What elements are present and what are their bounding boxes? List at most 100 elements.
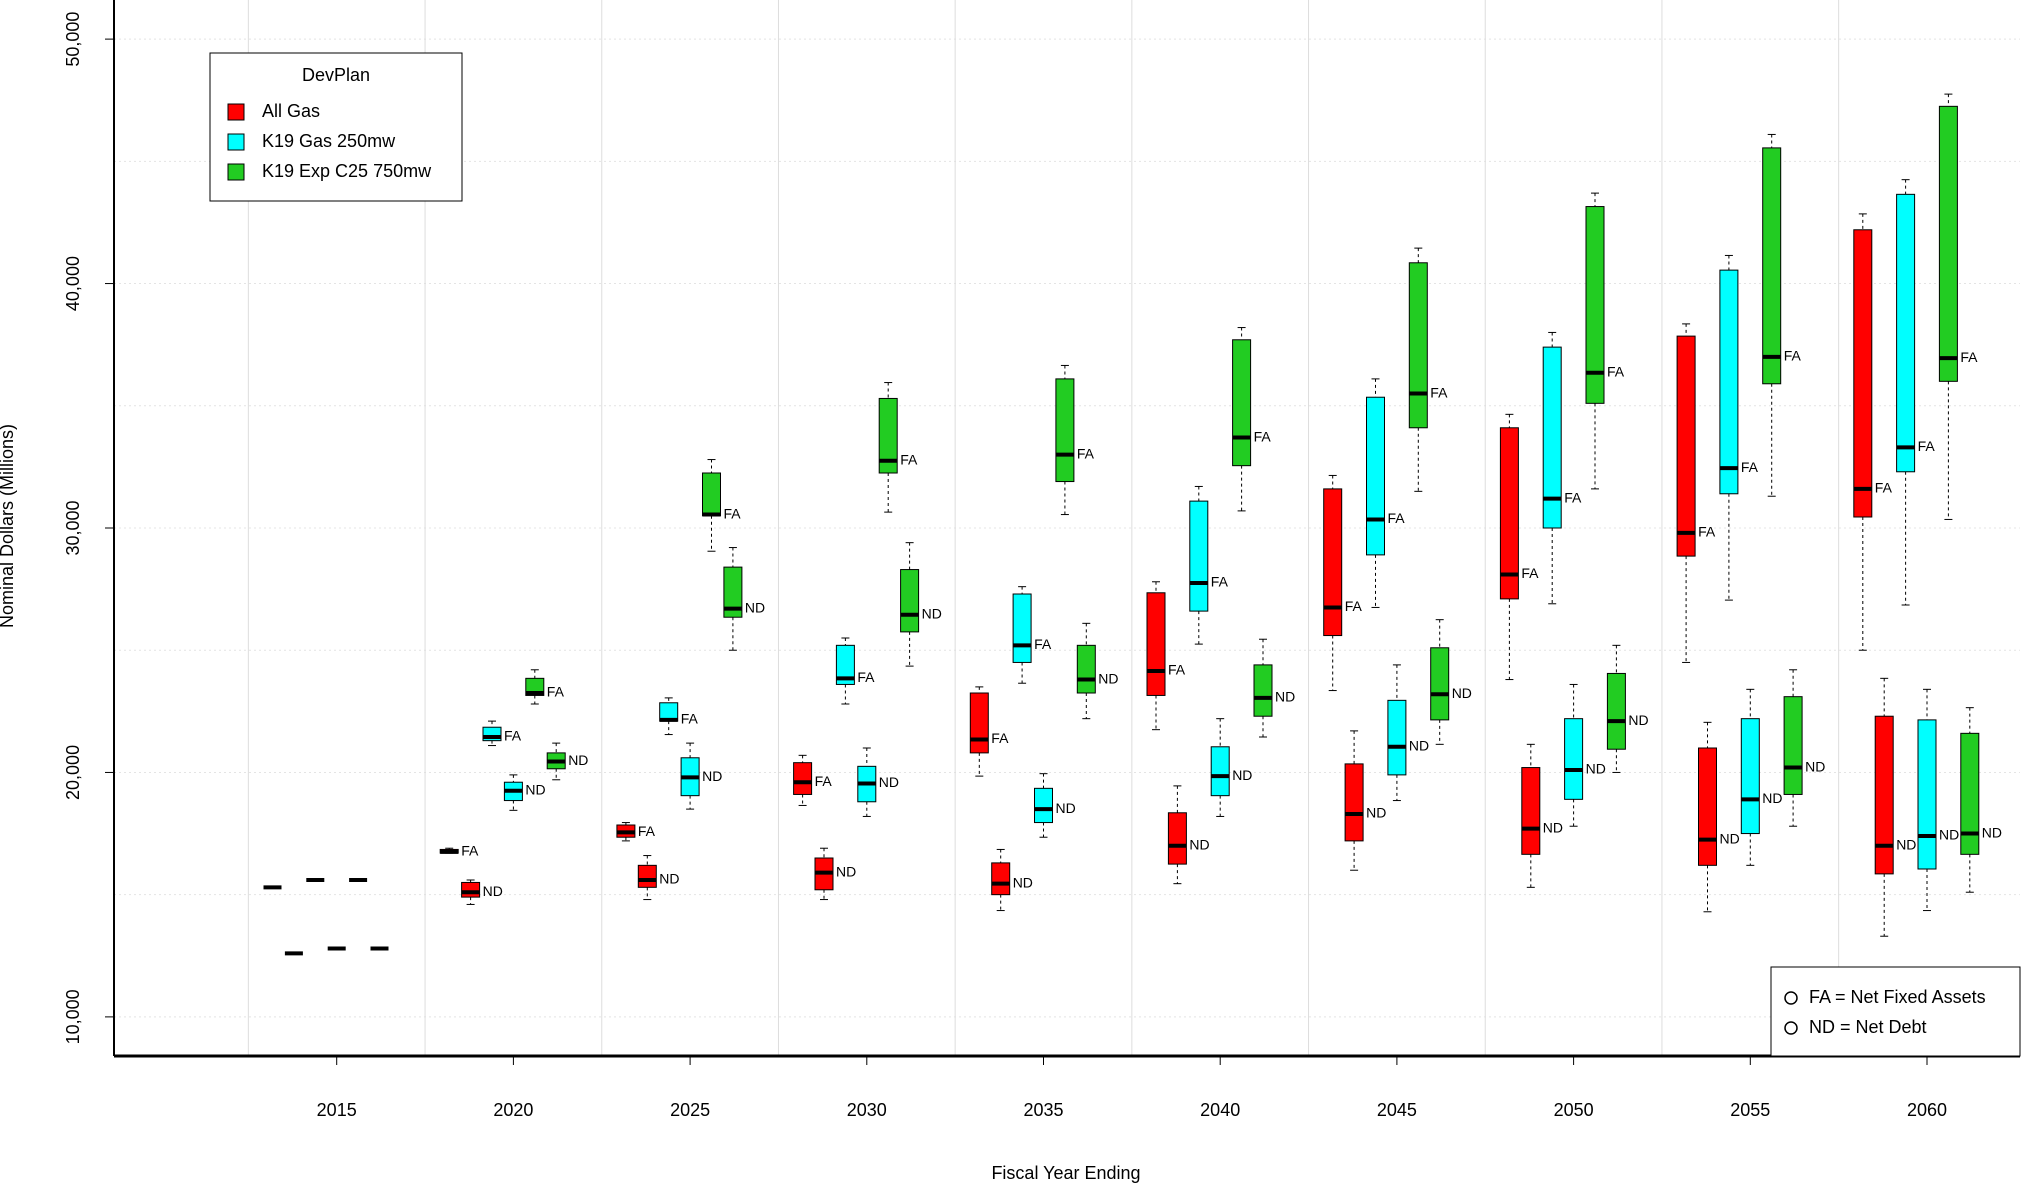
box	[1564, 718, 1584, 800]
metric-label: FA	[857, 669, 875, 685]
box-plot: ND	[1034, 773, 1076, 838]
box	[878, 397, 898, 474]
x-tick-label: 2030	[847, 1100, 887, 1120]
metric-label: FA	[1960, 349, 1978, 365]
metric-label: ND	[1409, 737, 1429, 753]
box-plot: FA	[1366, 378, 1406, 608]
box-plot: ND	[723, 547, 765, 651]
box	[1783, 696, 1803, 795]
metric-label: ND	[1189, 836, 1209, 852]
metric-label: ND	[702, 768, 722, 784]
box-plot: ND	[1344, 730, 1386, 871]
box-plot: ND	[1167, 785, 1210, 885]
box	[1387, 699, 1407, 776]
box	[1740, 718, 1760, 835]
box	[1762, 147, 1782, 385]
box	[991, 862, 1011, 896]
box-plot: FA	[702, 459, 741, 552]
metric-label: ND	[1805, 758, 1825, 774]
box-plot: FA	[1012, 586, 1052, 684]
box-plot: FA	[1719, 254, 1759, 601]
metric-label: ND	[1720, 830, 1740, 846]
box-plot: FA	[1189, 485, 1229, 645]
x-tick-label: 2055	[1730, 1100, 1770, 1120]
metric-label: ND	[1366, 805, 1386, 821]
metric-label: FA	[1607, 363, 1625, 379]
metric-label: ND	[879, 774, 899, 790]
metric-label: ND	[483, 883, 503, 899]
metric-label: FA	[1254, 428, 1272, 444]
box-plot: ND	[1564, 683, 1606, 827]
box	[1232, 339, 1252, 467]
metric-label: ND	[922, 605, 942, 621]
box-plot: ND	[1960, 707, 2002, 893]
metric-label: ND	[1939, 827, 1959, 843]
metric-label: FA	[1388, 510, 1406, 526]
metric-label: ND	[1762, 790, 1782, 806]
x-tick-label: 2025	[670, 1100, 710, 1120]
y-axis-title: Nominal Dollars (Millions)	[0, 424, 17, 628]
metric-label: ND	[745, 599, 765, 615]
metric-label: ND	[1056, 800, 1076, 816]
box	[1076, 644, 1096, 694]
box	[1719, 269, 1739, 495]
box-plot: ND	[814, 847, 856, 901]
box	[1055, 378, 1075, 483]
metric-label: FA	[1430, 384, 1448, 400]
box-plot: ND	[461, 879, 503, 905]
box-plot: ND	[1521, 743, 1563, 888]
y-tick-label: 30,000	[63, 500, 83, 555]
y-tick-label: 40,000	[63, 256, 83, 311]
metric-label: FA	[1784, 348, 1802, 364]
y-tick-label: 20,000	[63, 745, 83, 800]
metric-label: FA	[1564, 489, 1582, 505]
box	[1034, 787, 1053, 824]
box-plot: FA	[439, 843, 479, 859]
x-tick-label: 2040	[1200, 1100, 1240, 1120]
box	[1408, 262, 1428, 429]
box-plot: FA	[793, 754, 832, 806]
legend-label: All Gas	[262, 101, 320, 121]
box	[1167, 812, 1187, 865]
box	[1189, 500, 1209, 612]
box-plot: FA	[969, 686, 1009, 777]
metric-label: ND	[836, 863, 856, 879]
metric-label: FA	[461, 843, 479, 859]
metric-label: FA	[1345, 598, 1363, 614]
box	[1606, 672, 1626, 750]
box-plot: ND	[1874, 677, 1916, 937]
box	[1874, 715, 1894, 875]
box	[1853, 229, 1873, 518]
y-tick-label: 10,000	[63, 989, 83, 1044]
box-plot: FA	[659, 697, 699, 736]
metric-label: ND	[1586, 761, 1606, 777]
metric-label: FA	[681, 711, 699, 727]
metric-label: ND	[1232, 767, 1252, 783]
metric-label: FA	[900, 451, 918, 467]
box-plot: FA	[1408, 247, 1448, 492]
metric-legend-label: ND = Net Debt	[1809, 1017, 1927, 1037]
x-tick-label: 2015	[317, 1100, 357, 1120]
box	[637, 864, 657, 888]
legend-label: K19 Exp C25 750mw	[262, 161, 432, 181]
x-tick-label: 2020	[493, 1100, 533, 1120]
box	[1146, 592, 1166, 696]
box-plot: ND	[680, 742, 722, 810]
box-plot: ND	[1430, 619, 1472, 745]
box-plot: ND	[1210, 718, 1252, 817]
box-plot: FA	[1676, 323, 1716, 663]
box-plot: FA	[1499, 413, 1539, 681]
box-plot: ND	[1387, 664, 1429, 802]
metric-label: FA	[547, 684, 565, 700]
box-plot: FA	[1896, 179, 1936, 606]
box	[1917, 719, 1937, 870]
box	[1210, 746, 1230, 797]
metric-legend-marker	[1784, 1021, 1798, 1035]
box-plot: FA	[1323, 474, 1363, 692]
box	[1499, 427, 1519, 600]
metric-legend-box	[1770, 966, 2021, 1057]
metric-label: FA	[1918, 438, 1936, 454]
box	[1344, 763, 1364, 842]
metric-label: ND	[1628, 712, 1648, 728]
